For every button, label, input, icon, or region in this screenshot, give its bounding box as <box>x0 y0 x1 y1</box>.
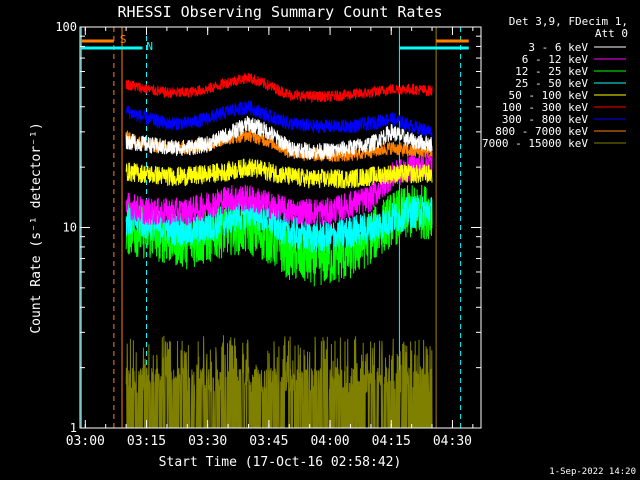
vertical-marker-lines <box>80 27 462 428</box>
series-line-6 <box>125 100 433 139</box>
x-tick-label: 04:00 <box>310 434 349 449</box>
flag-bars: SN <box>81 33 469 53</box>
y-tick-label: 10 <box>63 221 77 235</box>
legend-label-4: 50 - 100 keV <box>509 89 589 102</box>
x-tick-label: 03:45 <box>249 434 288 449</box>
x-axis-label: Start Time (17-Oct-16 02:58:42) <box>159 455 402 470</box>
legend-label-3: 25 - 50 keV <box>515 77 588 90</box>
legend-label-8: 7000 - 15000 keV <box>482 137 588 150</box>
legend-label-0: 3 - 6 keV <box>528 41 588 54</box>
chart-title: RHESSI Observing Summary Count Rates <box>117 3 442 21</box>
x-tick-label: 03:00 <box>66 434 105 449</box>
legend-label-7: 800 - 7000 keV <box>495 125 588 138</box>
series-line-5 <box>125 72 433 104</box>
footer-date: 1-Sep-2022 14:20 <box>549 467 636 477</box>
legend-header-line-1: Det 3,9, FDecim 1, <box>509 15 628 28</box>
legend-label-1: 6 - 12 keV <box>522 53 589 66</box>
y-axis-label: Count Rate (s⁻¹ detector⁻¹) <box>29 122 44 333</box>
legend-header-line-2: Att 0 <box>595 27 628 40</box>
x-tick-label: 04:30 <box>433 434 472 449</box>
x-tick-label: 03:15 <box>127 434 166 449</box>
series-line-0 <box>125 115 433 161</box>
y-tick-label: 100 <box>55 20 77 34</box>
axes: 03:00 03:15 03:30 03:45 04:00 04:15 04:30 1 10 10… <box>55 20 481 449</box>
legend-label-6: 300 - 800 keV <box>502 113 588 126</box>
legend-label-2: 12 - 25 keV <box>515 65 588 78</box>
x-tick-label: 03:30 <box>188 434 227 449</box>
series-layer <box>125 72 433 428</box>
x-tick-label: 04:15 <box>372 434 411 449</box>
y-tick-label: 1 <box>70 421 77 435</box>
series-line-8 <box>125 335 433 428</box>
legend-label-5: 100 - 300 keV <box>502 101 588 114</box>
series-line-4 <box>125 158 433 189</box>
flag-label-N: N <box>146 40 153 53</box>
flag-label-S: S <box>120 33 127 46</box>
